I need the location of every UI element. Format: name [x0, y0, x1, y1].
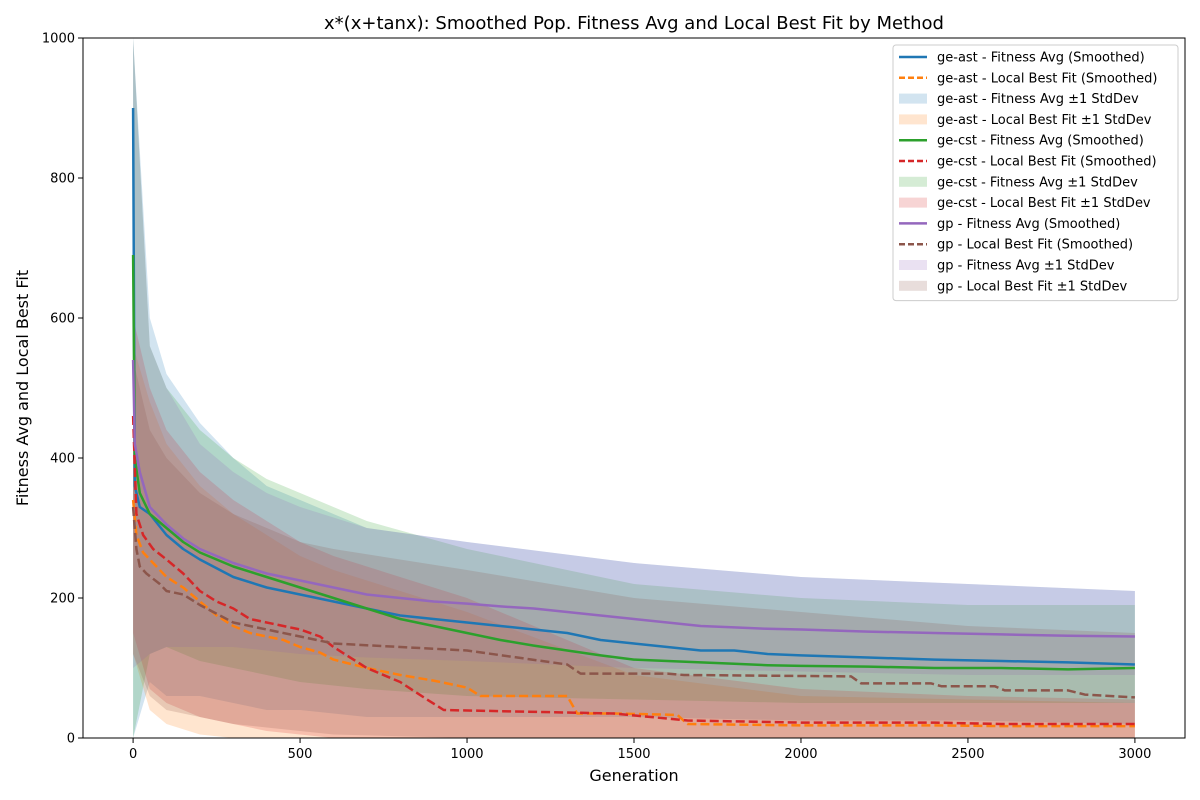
- legend-label: ge-ast - Local Best Fit ±1 StdDev: [937, 113, 1152, 128]
- legend-label: gp - Fitness Avg ±1 StdDev: [937, 259, 1115, 274]
- y-axis: 0 200 400 600 800 1000: [42, 32, 83, 747]
- x-tick-label: 3000: [1118, 747, 1151, 762]
- x-tick-label: 500: [288, 747, 313, 762]
- legend-label: ge-ast - Fitness Avg ±1 StdDev: [937, 92, 1139, 107]
- legend-swatch: [899, 114, 927, 125]
- x-tick-label: 1000: [450, 747, 483, 762]
- legend-label: ge-cst - Local Best Fit (Smoothed): [937, 155, 1157, 170]
- series-ge-cst-fitness-avg-smoothed: [131, 254, 1135, 671]
- y-tick-label: 800: [50, 172, 75, 187]
- series-ge-ast-fitness-avg-smoothed: [131, 107, 1135, 666]
- legend-box: [892, 44, 1179, 302]
- series-ge-cst-local-best-fit-smoothed: [131, 415, 1135, 726]
- series-gp-local-best-fit-smoothed: [131, 506, 1135, 699]
- x-tick-label: 0: [129, 747, 137, 762]
- band-gp-local-best-fit-pm1-stddev: [133, 360, 1135, 738]
- y-tick-label: 600: [50, 312, 75, 327]
- band-ge-cst-local-best-fit-pm1-stddev: [133, 318, 1135, 738]
- x-axis: 0 500 1000 1500 2000 2500 3000: [129, 738, 1151, 762]
- series-gp-fitness-avg-smoothed: [131, 359, 1135, 638]
- y-tick-label: 1000: [42, 32, 75, 47]
- chart-title: x*(x+tanx): Smoothed Pop. Fitness Avg an…: [324, 13, 944, 34]
- legend-label: gp - Local Best Fit ±1 StdDev: [937, 279, 1127, 294]
- legend-label: gp - Fitness Avg (Smoothed): [937, 217, 1120, 232]
- x-tick-label: 1500: [617, 747, 650, 762]
- band-gp-fitness-avg-pm1-stddev: [133, 38, 1135, 675]
- x-axis-label: Generation: [589, 766, 678, 785]
- band-ge-cst-fitness-avg-pm1-stddev: [133, 38, 1135, 738]
- legend-label: ge-cst - Fitness Avg ±1 StdDev: [937, 175, 1138, 190]
- legend: ge-ast - Fitness Avg (Smoothed) ge-ast - …: [892, 44, 1179, 302]
- y-tick-label: 200: [50, 592, 75, 607]
- legend-swatch: [899, 260, 927, 270]
- legend-swatch: [899, 93, 927, 104]
- x-tick-label: 2500: [951, 747, 984, 762]
- y-axis-label: Fitness Avg and Local Best Fit: [13, 270, 32, 506]
- y-tick-label: 0: [67, 732, 75, 747]
- series-lines: [131, 107, 1135, 728]
- legend-label: gp - Local Best Fit (Smoothed): [937, 238, 1133, 253]
- y-tick-label: 400: [50, 452, 75, 467]
- legend-label: ge-cst - Local Best Fit ±1 StdDev: [937, 196, 1151, 211]
- legend-label: ge-cst - Fitness Avg (Smoothed): [937, 134, 1144, 149]
- legend-swatch: [899, 197, 927, 208]
- band-ge-ast-local-best-fit-pm1-stddev: [133, 346, 1135, 738]
- band-ge-ast-fitness-avg-pm1-stddev: [133, 38, 1135, 738]
- legend-swatch: [899, 176, 927, 187]
- std-bands: [133, 38, 1135, 738]
- x-tick-label: 2000: [784, 747, 817, 762]
- legend-swatch: [899, 280, 927, 291]
- series-ge-ast-local-best-fit-smoothed: [131, 499, 1135, 728]
- legend-label: ge-ast - Fitness Avg (Smoothed): [937, 51, 1145, 66]
- legend-label: ge-ast - Local Best Fit (Smoothed): [937, 71, 1157, 86]
